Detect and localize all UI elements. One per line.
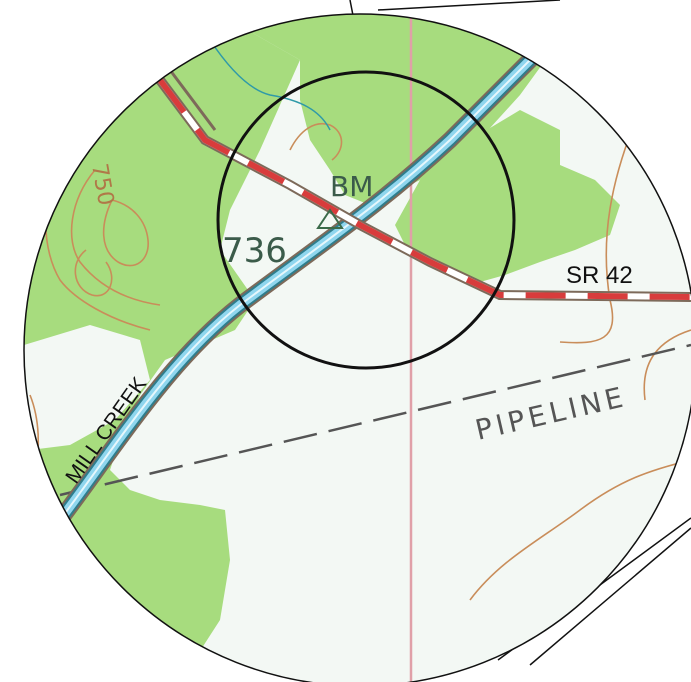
road-red-dashes xyxy=(157,78,691,300)
road-spur xyxy=(168,69,217,131)
road-sr42 xyxy=(156,69,691,302)
benchmark-label: BM xyxy=(330,170,373,203)
mill-creek xyxy=(51,31,559,529)
vegetation-west xyxy=(24,20,300,682)
road-label: SR 42 xyxy=(566,262,633,289)
contour-east xyxy=(559,109,641,344)
contour-hill-2 xyxy=(70,169,161,306)
magnifier-circle xyxy=(216,70,516,370)
elevation-label: 736 xyxy=(222,231,287,271)
benchmark-triangle xyxy=(316,208,344,229)
contour-north xyxy=(289,123,343,161)
contour-knoll xyxy=(74,249,113,297)
stream xyxy=(209,39,331,131)
contour-southeast xyxy=(469,459,691,601)
clearing xyxy=(24,325,150,450)
callout-line-top-b xyxy=(377,0,561,11)
contour-hill-3 xyxy=(102,199,149,267)
pipeline-line xyxy=(59,343,691,497)
inset-frame-circle xyxy=(23,13,691,682)
vegetation-north xyxy=(230,14,560,205)
callout-line-bottom-b xyxy=(529,527,691,666)
contour-lines xyxy=(29,109,691,601)
vegetation-areas xyxy=(24,14,620,682)
vegetation-east xyxy=(395,110,620,282)
creek-center xyxy=(59,39,551,521)
